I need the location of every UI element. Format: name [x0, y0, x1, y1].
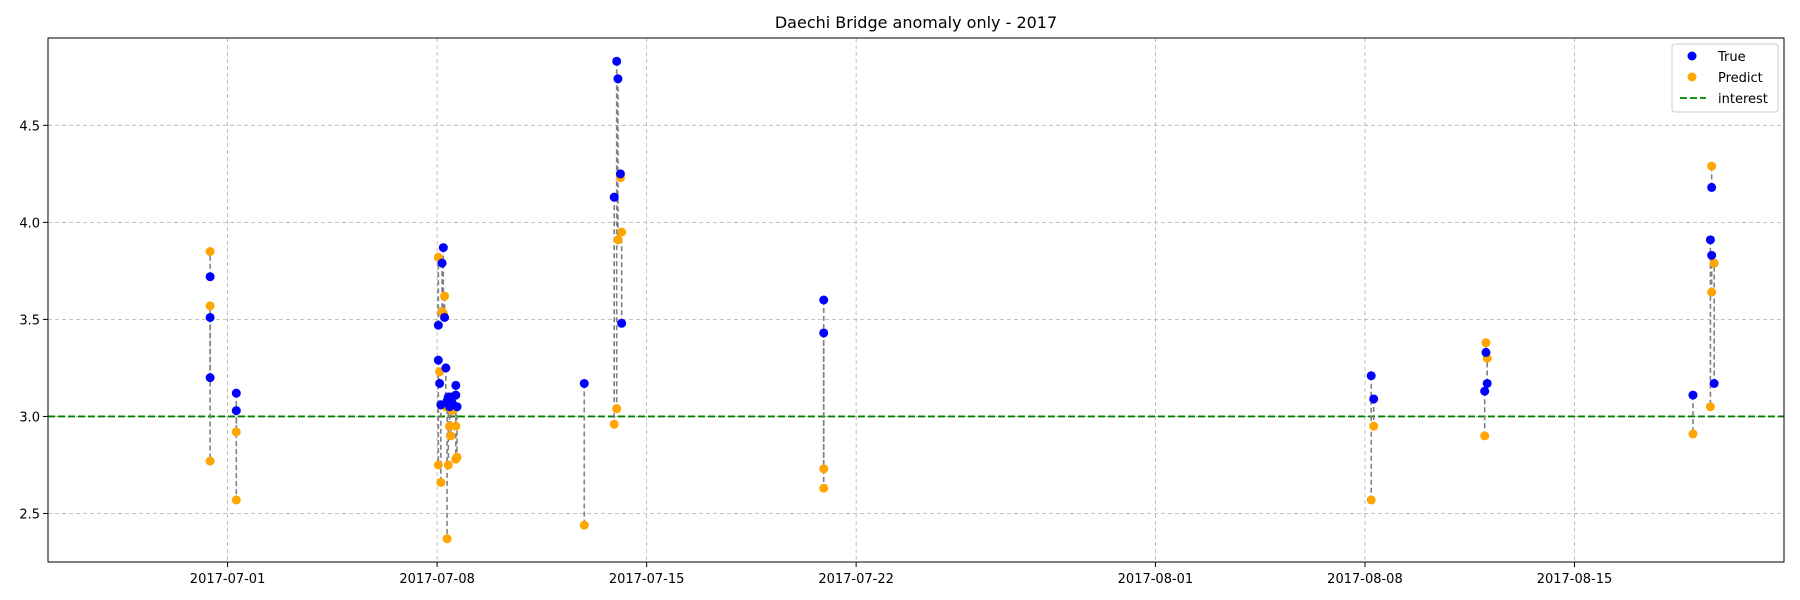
true-point	[819, 328, 829, 338]
predict-point	[1705, 402, 1715, 412]
true-point	[1482, 378, 1492, 388]
predict-point	[440, 291, 450, 301]
true-point	[451, 380, 461, 390]
x-tick-label: 2017-07-15	[609, 572, 685, 587]
true-point	[1481, 347, 1491, 357]
true-point	[231, 388, 241, 398]
true-point	[613, 74, 623, 84]
x-tick-label: 2017-07-22	[818, 572, 894, 587]
true-point	[615, 169, 625, 179]
predict-point	[443, 460, 453, 470]
true-point	[1707, 182, 1717, 192]
true-point	[452, 402, 462, 412]
true-point	[438, 243, 448, 253]
true-point	[819, 295, 829, 305]
predict-point	[1707, 287, 1717, 297]
true-point	[1705, 235, 1715, 245]
predict-point	[1707, 161, 1717, 171]
true-point	[205, 312, 215, 322]
true-point	[433, 320, 443, 330]
x-tick-label: 2017-08-08	[1327, 572, 1403, 587]
x-tick-label: 2017-07-08	[399, 572, 475, 587]
chart-title: Daechi Bridge anomaly only - 2017	[775, 13, 1057, 32]
true-point	[1707, 250, 1717, 260]
y-tick-label: 3.0	[19, 410, 40, 425]
x-tick-label: 2017-08-01	[1118, 572, 1194, 587]
true-point	[579, 378, 589, 388]
true-points	[205, 56, 1719, 416]
legend-label: Predict	[1718, 71, 1763, 86]
true-point	[451, 390, 461, 400]
predict-point	[205, 456, 215, 466]
plot-frame	[47, 37, 1785, 563]
grid	[48, 38, 1784, 562]
true-point	[433, 355, 443, 365]
y-tick-label: 2.5	[19, 507, 40, 522]
predict-point	[442, 534, 452, 544]
predict-point	[446, 431, 456, 441]
predict-point	[1709, 258, 1719, 268]
legend-box	[1671, 43, 1779, 113]
legend-label: True	[1717, 50, 1746, 65]
predict-point	[617, 227, 627, 237]
predict-point	[613, 235, 623, 245]
true-point	[437, 258, 447, 268]
predict-point	[205, 246, 215, 256]
true-point	[1369, 394, 1379, 404]
predict-point	[205, 301, 215, 311]
predict-point	[1480, 431, 1490, 441]
legend-label: interest	[1718, 92, 1768, 107]
predict-point	[445, 421, 455, 431]
predict-point	[819, 464, 829, 474]
true-point	[205, 272, 215, 282]
x-axis: 2017-07-01 2017-07-08 2017-07-15 2017-07-22…	[190, 562, 1612, 587]
true-point	[1480, 386, 1490, 396]
predict-point	[579, 520, 589, 530]
predict-point	[1481, 338, 1491, 348]
legend: True Predict interest	[1671, 43, 1779, 113]
predict-point	[231, 495, 241, 505]
true-point	[617, 318, 627, 328]
predict-point	[819, 483, 829, 493]
predict-point	[1688, 429, 1698, 439]
y-tick-label: 3.5	[19, 313, 40, 328]
predict-point	[451, 421, 461, 431]
predict-point	[609, 419, 619, 429]
predict-point	[1366, 495, 1376, 505]
y-tick-label: 4.5	[19, 119, 40, 134]
y-tick-label: 4.0	[19, 216, 40, 231]
legend-marker	[1687, 51, 1697, 61]
predict-points	[205, 161, 1719, 544]
predict-point	[433, 460, 443, 470]
predict-point	[436, 477, 446, 487]
x-tick-label: 2017-07-01	[190, 572, 266, 587]
y-axis: 2.5 3.0 3.5 4.0 4.5	[19, 119, 48, 522]
true-point	[441, 363, 451, 373]
true-point	[612, 56, 622, 66]
true-point	[1688, 390, 1698, 400]
true-point	[1366, 371, 1376, 381]
predict-point	[1369, 421, 1379, 431]
true-point	[231, 406, 241, 416]
true-point	[205, 373, 215, 383]
true-point	[609, 192, 619, 202]
true-point	[1709, 378, 1719, 388]
predict-point	[231, 427, 241, 437]
predict-point	[612, 404, 622, 414]
true-point	[440, 312, 450, 322]
predict-point	[452, 452, 462, 462]
legend-marker	[1687, 72, 1697, 82]
x-tick-label: 2017-08-15	[1537, 572, 1613, 587]
true-point	[435, 378, 445, 388]
